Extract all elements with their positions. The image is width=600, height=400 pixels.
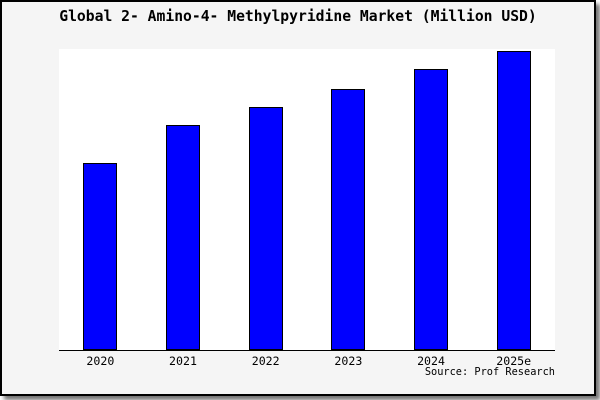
bar-slot-2023 [307,49,390,350]
bar-slot-2021 [142,49,225,350]
bar-slot-2025e [472,49,555,350]
plot-area [59,49,555,351]
x-tick-label-2025e: 2025e [496,354,532,368]
bar-2025e [496,50,531,350]
bar-2021 [166,125,200,350]
bar-2024 [414,69,449,350]
bar-2023 [331,88,366,350]
x-tick-label-2024: 2024 [417,354,445,368]
bars-row [59,49,555,350]
x-tick-label-2023: 2023 [334,354,363,368]
bar-2022 [248,106,283,350]
x-tick-label-2020: 2020 [86,354,115,368]
x-tick-label-2022: 2022 [251,354,280,368]
bar-slot-2020 [59,49,142,350]
bar-slot-2024 [390,49,473,350]
bar-2020 [83,163,118,350]
x-axis-labels: 2020 2021 2022 2023 2024 2025e [59,354,555,368]
bar-slot-2022 [224,49,307,350]
x-tick-label-2021: 2021 [169,354,197,368]
chart-title: Global 2- Amino-4- Methylpyridine Market… [59,8,537,25]
source-attribution: Source: Prof Research [424,366,555,378]
